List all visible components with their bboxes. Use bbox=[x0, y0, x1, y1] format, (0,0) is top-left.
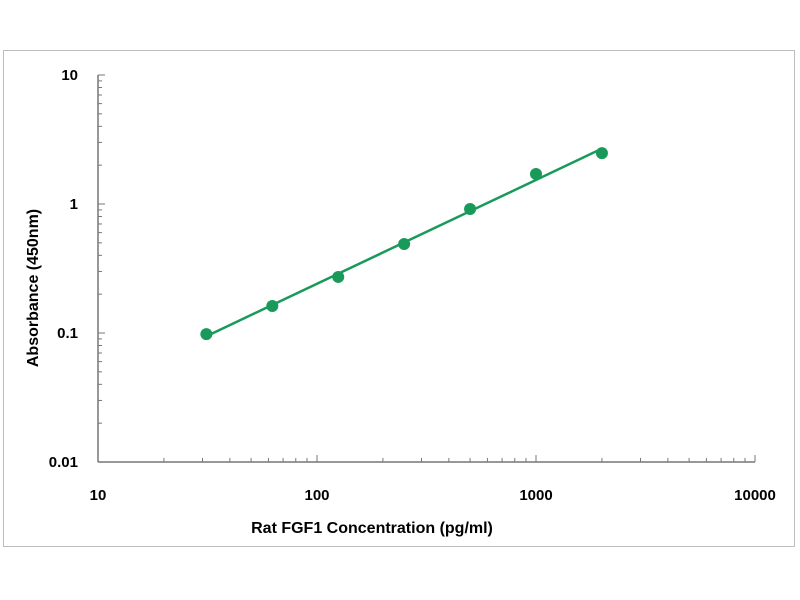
data-point bbox=[530, 167, 542, 180]
y-axis-label: Absorbance (450nm) bbox=[25, 209, 42, 367]
data-point bbox=[200, 328, 213, 341]
data-point bbox=[266, 299, 279, 312]
x-tick-label: 100 bbox=[304, 487, 329, 504]
data-point bbox=[464, 202, 477, 215]
y-tick-label: 1 bbox=[70, 196, 78, 213]
y-tick-label: 10 bbox=[61, 67, 78, 84]
data-point bbox=[332, 270, 345, 283]
y-tick-label: 0.1 bbox=[57, 325, 78, 342]
y-tick-label: 0.01 bbox=[49, 454, 78, 471]
data-point bbox=[398, 237, 411, 250]
axes: 10 100 1000 10000 0.01 0.1 1 10 bbox=[49, 67, 776, 504]
data-point bbox=[595, 147, 608, 160]
x-tick-label: 1000 bbox=[519, 487, 552, 504]
x-axis-label: Rat FGF1 Concentration (pg/ml) bbox=[251, 520, 493, 537]
x-tick-label: 10 bbox=[90, 487, 107, 504]
chart-frame bbox=[3, 50, 795, 547]
data-marks bbox=[200, 147, 608, 341]
x-tick-label: 10000 bbox=[734, 487, 776, 504]
